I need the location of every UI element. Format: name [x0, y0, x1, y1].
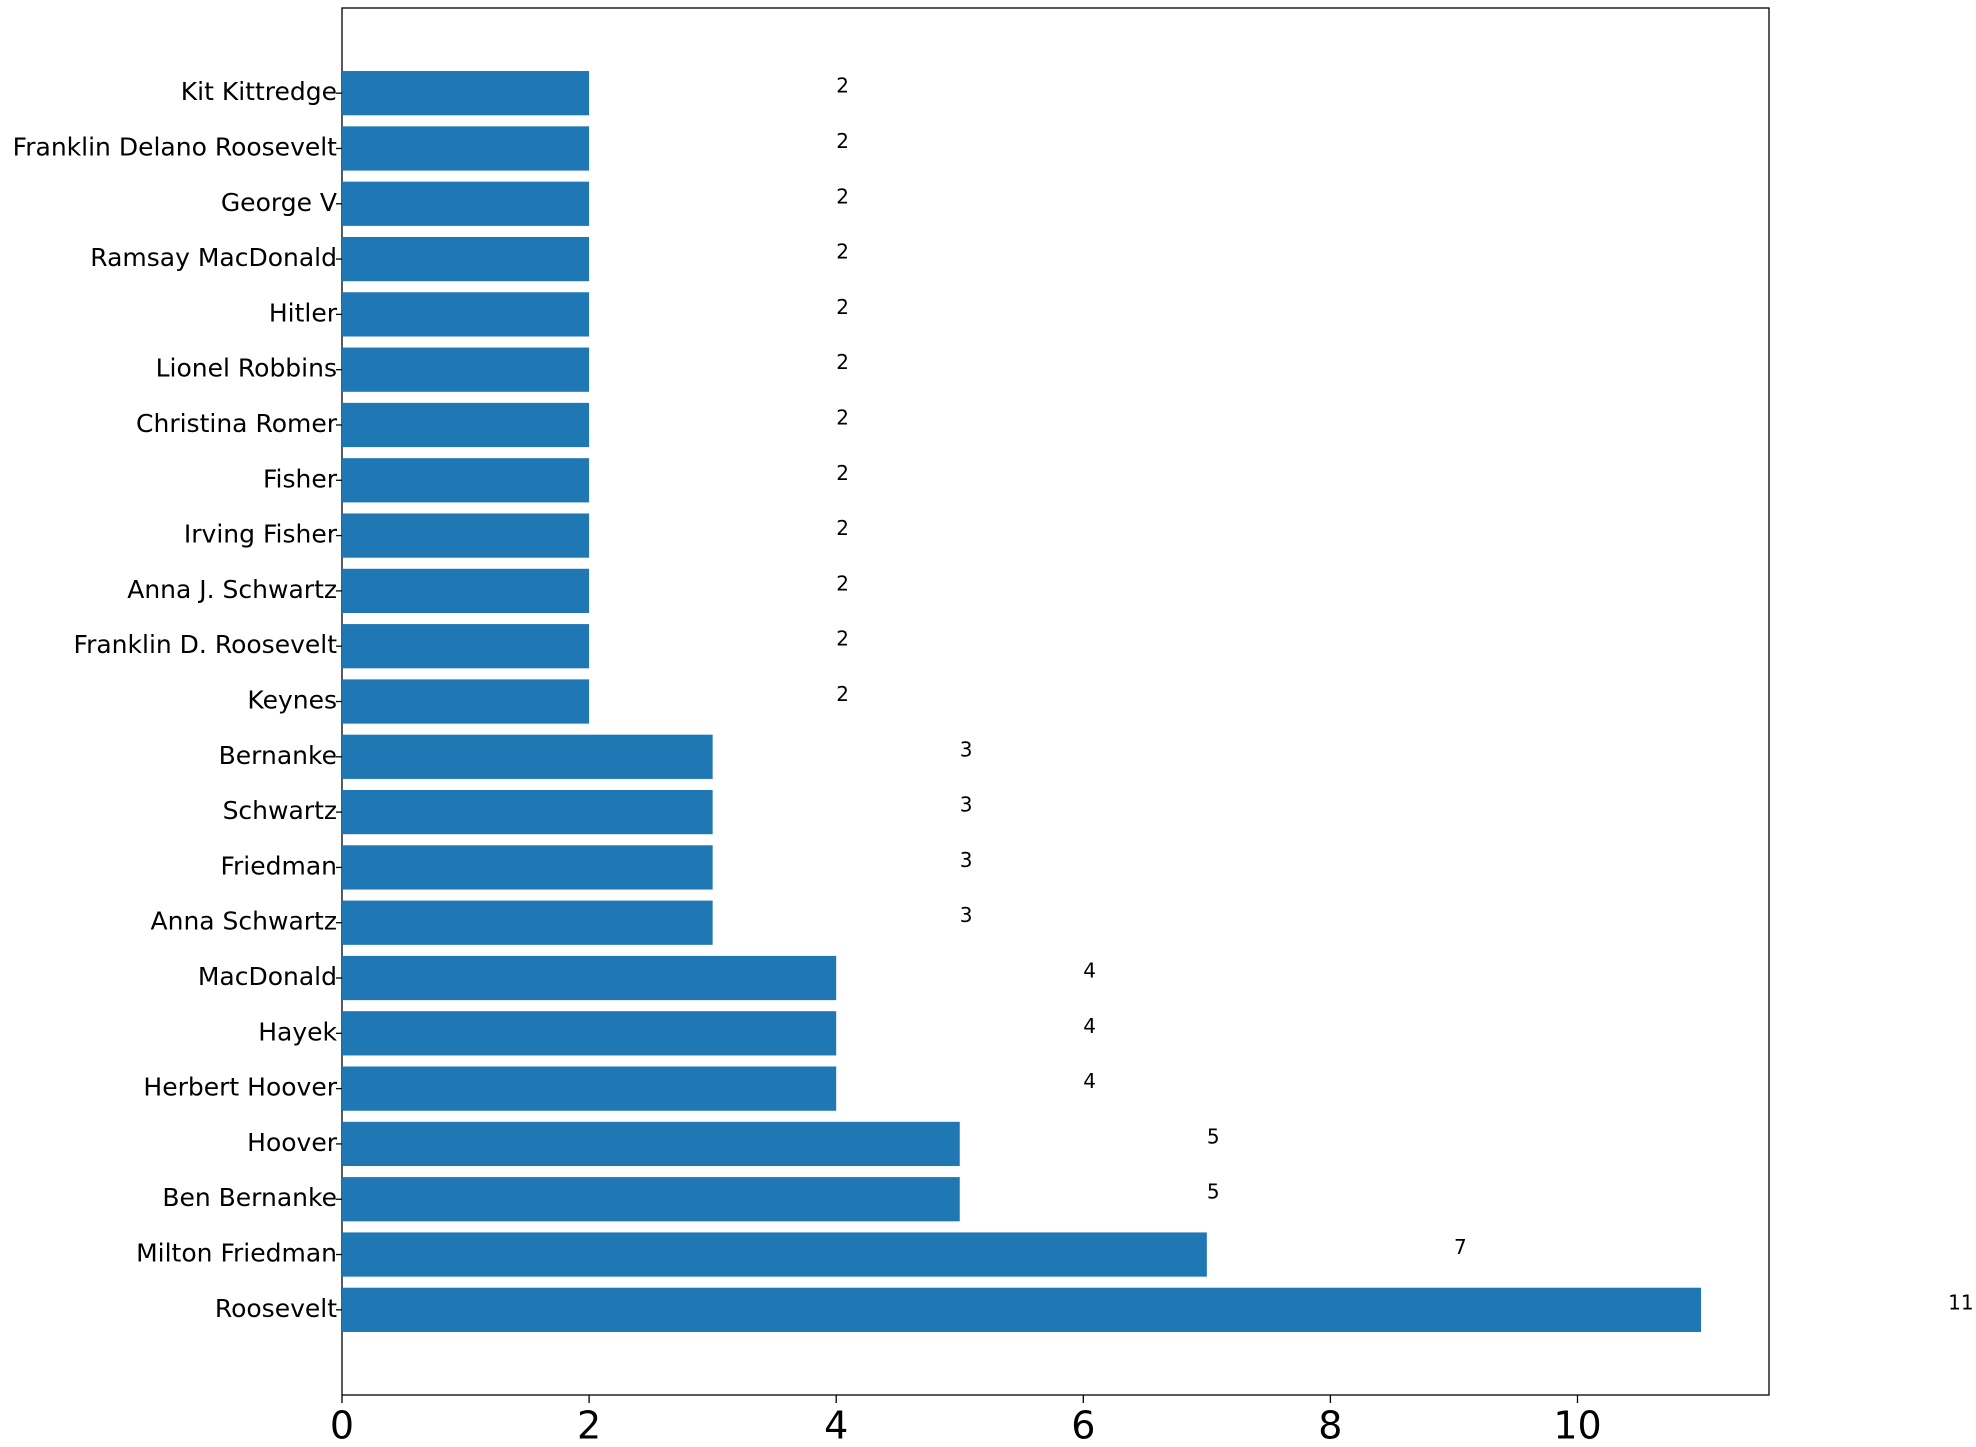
value-label: 3 [960, 737, 973, 761]
value-label: 2 [836, 516, 849, 540]
bar [342, 900, 713, 945]
y-tick-label: Roosevelt [215, 1294, 337, 1323]
value-label: 2 [836, 295, 849, 319]
bar [342, 568, 590, 614]
x-tick-label: 2 [577, 1404, 601, 1447]
bar [342, 845, 713, 890]
value-label: 2 [836, 74, 849, 98]
bar [342, 789, 713, 835]
bar [342, 734, 713, 779]
bar [342, 1066, 837, 1111]
y-tick-label: Ramsay MacDonald [90, 243, 337, 272]
y-tick-label: Christina Romer [136, 409, 338, 438]
bar [342, 1177, 960, 1222]
bar [342, 181, 590, 226]
bar [342, 458, 590, 503]
y-tick-label: MacDonald [198, 962, 337, 991]
y-tick-label: Friedman [220, 851, 337, 880]
bar [342, 1287, 1702, 1332]
value-label: 4 [1083, 959, 1096, 983]
bar [342, 1121, 960, 1167]
value-label: 3 [960, 848, 973, 872]
bar [342, 71, 590, 116]
y-tick-label: Ben Bernanke [162, 1183, 337, 1212]
value-label: 2 [836, 461, 849, 485]
y-tick-label: Anna Schwartz [151, 907, 338, 936]
y-tick-label: Anna J. Schwartz [127, 575, 337, 604]
value-label: 3 [960, 793, 973, 817]
bar [342, 679, 590, 724]
bar [342, 126, 590, 171]
value-label: 3 [960, 903, 973, 927]
y-tick-label: Irving Fisher [184, 520, 338, 549]
value-label: 4 [1083, 1014, 1096, 1038]
y-tick-label: Keynes [247, 686, 337, 715]
bar [342, 1232, 1207, 1277]
value-label: 5 [1207, 1180, 1220, 1204]
bar [342, 402, 590, 448]
y-tick-label: Milton Friedman [136, 1239, 337, 1268]
bar [342, 513, 590, 558]
value-label: 2 [836, 405, 849, 429]
y-tick-label: Hoover [247, 1128, 338, 1157]
y-tick-label: Schwartz [223, 796, 337, 825]
x-tick-label: 8 [1318, 1404, 1342, 1447]
value-label: 2 [836, 350, 849, 374]
value-label: 2 [836, 682, 849, 706]
value-label: 2 [836, 240, 849, 264]
y-tick-label: Lionel Robbins [156, 354, 337, 383]
y-tick-label: Bernanke [219, 741, 337, 770]
value-label: 2 [836, 571, 849, 595]
value-label: 2 [836, 184, 849, 208]
y-tick-label: Kit Kittredge [181, 77, 337, 106]
x-tick-label: 6 [1071, 1404, 1095, 1447]
value-label: 5 [1207, 1124, 1220, 1148]
bar [342, 292, 590, 337]
bar [342, 955, 837, 1001]
value-label: 2 [836, 627, 849, 651]
y-tick-label: Herbert Hoover [143, 1073, 337, 1102]
y-tick-label: Hitler [269, 298, 338, 327]
y-tick-label: Franklin D. Roosevelt [74, 630, 338, 659]
bar [342, 1011, 837, 1056]
y-tick-label: Franklin Delano Roosevelt [13, 132, 338, 161]
bar [342, 236, 590, 282]
value-label: 2 [836, 129, 849, 153]
x-tick-label: 10 [1553, 1404, 1601, 1447]
y-tick-label: Hayek [258, 1017, 337, 1046]
value-label: 4 [1083, 1069, 1096, 1093]
y-tick-label: George V [221, 188, 337, 217]
value-label: 7 [1454, 1235, 1467, 1259]
bar [342, 347, 590, 392]
bar [342, 624, 590, 669]
value-label: 11 [1948, 1290, 1973, 1314]
x-tick-label: 4 [824, 1404, 848, 1447]
y-tick-label: Fisher [263, 464, 338, 493]
x-tick-label: 0 [330, 1404, 354, 1447]
